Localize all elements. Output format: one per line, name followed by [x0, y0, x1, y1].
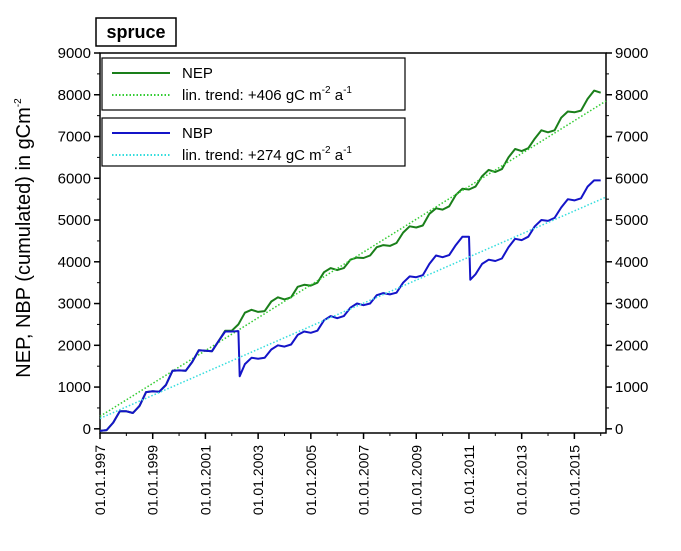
- y-tick-label-left: 2000: [58, 337, 91, 354]
- y-tick-label-right: 9000: [615, 45, 648, 62]
- x-tick-label: 01.01.2013: [514, 445, 530, 515]
- y-tick-label-left: 1000: [58, 379, 91, 396]
- title-box: spruce: [95, 17, 177, 47]
- legend-label: lin. trend: +274 gC m-2 a-1: [182, 145, 352, 164]
- y-axis-label: NEP, NBP (cumulated) in gCm-2: [13, 98, 35, 378]
- y-tick-label-right: 2000: [615, 337, 648, 354]
- legend: NEP lin. trend: +406 gC m-2 a-1 NBP lin. tr…: [101, 57, 406, 167]
- y-tick-label-right: 3000: [615, 296, 648, 313]
- legend-box-2: [101, 117, 406, 167]
- y-axis-label-text: NEP, NBP (cumulated) in gCm: [13, 107, 35, 377]
- y-tick-label-right: 1000: [615, 379, 648, 396]
- x-tick-label: 01.01.1997: [92, 445, 108, 515]
- series-line-2: [99, 100, 607, 417]
- x-tick-label: 01.01.2009: [408, 445, 424, 515]
- y-tick-label-left: 4000: [58, 254, 91, 271]
- x-tick-label: 01.01.2011: [461, 445, 477, 514]
- y-tick-label-left: 8000: [58, 87, 91, 104]
- y-axis-label-sup: -2: [13, 98, 24, 107]
- y-tick-label-left: 6000: [58, 170, 91, 187]
- legend-label: lin. trend: +406 gC m-2 a-1: [182, 85, 352, 104]
- series-layer: [99, 89, 607, 432]
- y-tick-label-right: 5000: [615, 212, 648, 229]
- legend-label: NEP: [182, 65, 213, 82]
- x-tick-label: 01.01.2007: [356, 445, 372, 515]
- y-tick-label-right: 4000: [615, 254, 648, 271]
- x-tick-label: 01.01.2003: [250, 445, 266, 515]
- y-tick-label-right: 0: [615, 421, 623, 438]
- x-tick-label: 01.01.2015: [566, 445, 582, 515]
- legend-box-1: [101, 57, 406, 111]
- x-tick-label: 01.01.1999: [145, 445, 161, 515]
- axes: 0 0 1000 1000 2000 2000 3000 3000 4000 4000 5000 50…: [58, 45, 649, 515]
- y-tick-label-left: 7000: [58, 129, 91, 146]
- y-tick-label-left: 0: [83, 421, 91, 438]
- plot-frame: [99, 52, 607, 434]
- series-line-3: [99, 179, 601, 432]
- y-tick-label-left: 9000: [58, 45, 91, 62]
- series-line-4: [99, 196, 607, 420]
- y-tick-label-right: 7000: [615, 129, 648, 146]
- chart-title: spruce: [106, 22, 165, 42]
- y-tick-label-right: 8000: [615, 87, 648, 104]
- x-tick-label: 01.01.2005: [303, 445, 319, 515]
- x-tick-label: 01.01.2001: [197, 445, 213, 515]
- y-tick-label-left: 3000: [58, 296, 91, 313]
- y-tick-label-right: 6000: [615, 170, 648, 187]
- y-tick-label-left: 5000: [58, 212, 91, 229]
- legend-label: NBP: [182, 125, 213, 142]
